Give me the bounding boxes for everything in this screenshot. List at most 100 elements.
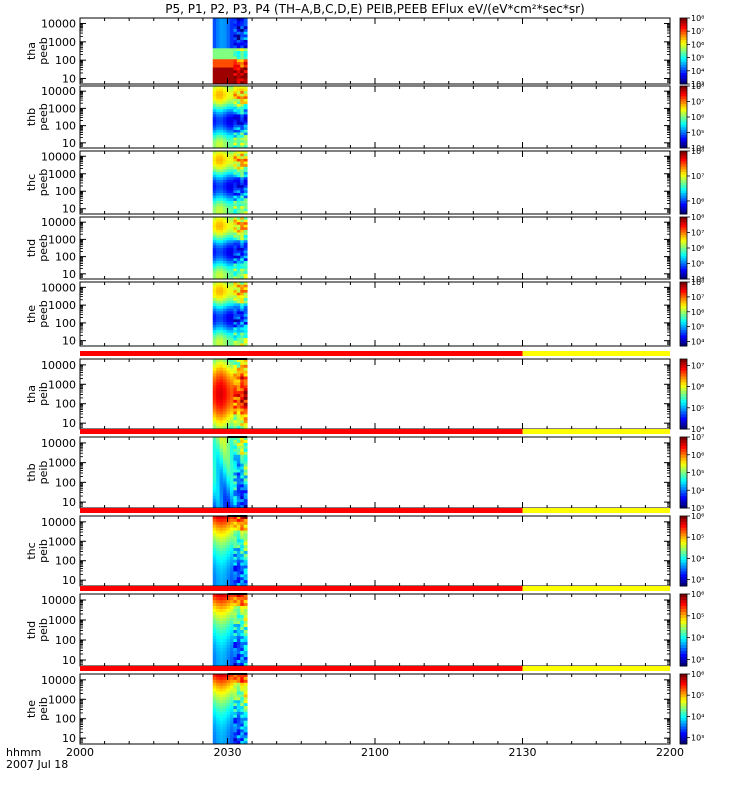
spectrogram-cell — [236, 505, 241, 509]
spectrogram-cell — [219, 553, 224, 558]
spectrogram-cell — [243, 263, 248, 267]
spectrogram-cell — [219, 408, 224, 412]
spectrogram-cell — [223, 714, 227, 719]
spectrogram-cell — [223, 738, 227, 742]
colorbar-segment — [680, 676, 687, 681]
spectrogram-cell — [236, 311, 241, 315]
colorbar-segment — [680, 177, 687, 181]
spectrogram-cell — [226, 394, 231, 398]
spectrogram-cell — [212, 370, 217, 374]
spectrogram-cell — [233, 741, 238, 745]
colorbar-segment — [680, 481, 687, 485]
spectrogram-cell — [229, 161, 234, 165]
spectrogram-cell — [219, 714, 224, 719]
spectrogram-cell — [236, 34, 241, 38]
spectrogram-cell — [233, 624, 238, 628]
spectrogram-cell — [243, 177, 248, 181]
spectrogram-cell — [226, 472, 231, 476]
spectrogram-cell — [212, 682, 217, 687]
spectrogram-cell — [243, 688, 248, 692]
panel-frame — [79, 436, 671, 509]
spectrogram-cell — [223, 73, 227, 77]
panel-frame — [79, 593, 671, 667]
spectrogram-cell — [229, 720, 234, 724]
spectrogram-cell — [236, 78, 241, 82]
spectrogram-cell — [212, 711, 217, 716]
spectrogram-cell — [233, 633, 238, 637]
colorbar-segment — [680, 193, 687, 197]
spectrogram-cell — [229, 322, 234, 326]
spectrogram-cell — [226, 516, 231, 520]
spectrogram-cell — [212, 651, 217, 655]
spectrogram-cell — [226, 536, 231, 540]
spectrogram-cell — [229, 439, 234, 444]
spectrogram-cell — [233, 478, 238, 482]
colorbar-segment — [680, 18, 687, 22]
spectrogram-cell — [229, 454, 234, 459]
spectrogram-cell — [236, 156, 241, 160]
spectrogram-cell — [212, 106, 217, 110]
spectrogram-cell — [212, 316, 217, 320]
spectrogram-cell — [212, 164, 217, 168]
spectrogram-cell — [223, 505, 227, 509]
spectrogram-cell — [216, 106, 221, 110]
spectrogram-cell — [243, 166, 248, 170]
spectrogram-cell — [243, 568, 248, 572]
spectrogram-cell — [219, 385, 224, 389]
spectrogram-cell — [233, 200, 238, 204]
spectrogram-cell — [240, 627, 245, 631]
spectrogram-cell — [223, 51, 227, 55]
spectrogram-cell — [240, 657, 245, 661]
spectrogram-cell — [243, 559, 248, 564]
spectrogram-cell — [219, 606, 224, 610]
spectrogram-cell — [226, 127, 231, 131]
spectrogram-cell — [240, 385, 245, 389]
spectrogram-cell — [233, 67, 238, 71]
spectrogram-cell — [226, 562, 231, 566]
spectrogram-cell — [226, 597, 231, 601]
spectrogram-cell — [229, 227, 234, 231]
spectrogram-cell — [219, 300, 224, 304]
spectrogram-cell — [226, 200, 231, 204]
spectrogram-cell — [229, 114, 234, 118]
spectrogram-cell — [240, 574, 245, 578]
spectrogram-cell — [236, 48, 241, 52]
spectrogram-cell — [226, 237, 231, 241]
spectrogram-cell — [243, 439, 248, 444]
spectrogram-cell — [226, 679, 231, 684]
spectrogram-cell — [236, 454, 241, 459]
spectrogram-cell — [233, 42, 238, 46]
spectrogram-cell — [229, 295, 234, 299]
spectrogram-cell — [240, 723, 245, 727]
y-tick-label: 1000 — [48, 457, 76, 470]
spectrogram-cell — [240, 145, 245, 149]
spectrogram-cell — [219, 484, 224, 488]
spectrogram-cell — [236, 706, 241, 710]
spectrogram-cell — [223, 137, 227, 141]
spectrogram-cell — [229, 106, 234, 110]
colorbar-tick-label: 10⁷ — [691, 433, 704, 442]
colorbar-segment — [680, 306, 687, 310]
spectrogram-cell — [236, 211, 241, 215]
colorbar-segment — [680, 200, 687, 205]
spectrogram-cell — [233, 580, 238, 584]
spectrogram-cell — [219, 533, 224, 537]
spectrogram-cell — [240, 496, 245, 500]
spectrogram-cell — [212, 484, 217, 488]
spectrogram-cell — [223, 379, 227, 383]
spectrogram-cell — [243, 217, 248, 220]
spectrogram-cell — [216, 40, 221, 44]
spectrogram-cell — [243, 23, 248, 27]
y-tick-label: 100 — [55, 476, 76, 489]
spectrogram-cell — [240, 364, 245, 369]
spectrogram-cell — [236, 314, 241, 318]
spectrogram-cell — [219, 518, 224, 523]
spectrogram-cell — [229, 420, 234, 424]
colorbar-segment — [680, 335, 687, 339]
colorbar-segment — [680, 475, 687, 479]
spectrogram-cell — [240, 62, 245, 66]
spectrogram-cell — [219, 594, 224, 598]
spectrogram-cell — [226, 217, 231, 220]
spectrogram-cell — [240, 685, 245, 689]
spectrogram-cell — [243, 475, 248, 479]
